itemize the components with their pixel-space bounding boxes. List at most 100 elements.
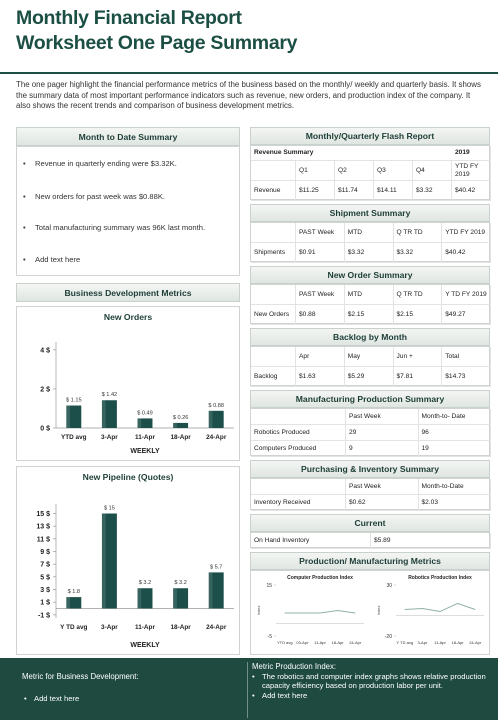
line-chart: Computer Production Index Index -5 15 YTD av… [256, 575, 364, 645]
x-tick-label: 18-Apr [332, 640, 345, 645]
footer-item: The robotics and computer index graphs s… [252, 672, 490, 691]
y-tick-label: -5 [268, 634, 273, 640]
column-header: Q3 [374, 161, 413, 181]
x-tick-label: 11-Apr [135, 434, 155, 441]
x-tick-label: YTD avg [277, 640, 293, 645]
column-header: Month-to-Date [418, 479, 491, 495]
row-label: Robotics Produced [251, 425, 346, 441]
table-cell: $0.88 [296, 305, 345, 325]
table-cell: $1.63 [296, 367, 345, 387]
chart-title: Computer Production Index [287, 575, 353, 581]
bar-chart: New Orders 0 $ 2 $ 4 $ $ 1.15 YTD avg $ 1.42 3-… [16, 306, 240, 461]
bar-highlight [101, 400, 106, 428]
column-header: Apr [296, 347, 345, 367]
column-header: MTD [344, 285, 394, 305]
line [404, 602, 476, 613]
column-header: Y TD FY 2019 [442, 285, 491, 305]
bar [66, 405, 82, 428]
bar [101, 400, 117, 428]
table-year: 2019 [452, 146, 491, 161]
column-header: May [344, 347, 394, 367]
value-label: $ 0.88 [208, 403, 224, 409]
x-tick-label: 11-Apr [314, 640, 326, 645]
table-cell: $40.42 [442, 243, 491, 263]
section-header: Backlog by Month [250, 328, 490, 346]
column-header: Jun + [393, 347, 443, 367]
y-axis-label: Index [256, 606, 261, 616]
column-header: YTD FY 2019 [442, 223, 491, 243]
bar-highlight [208, 410, 213, 428]
table-cell: $7.81 [393, 367, 443, 387]
table-box: Revenue Summary 2019 Q1 Q2 Q3 Q4 YTD FY 2019 Re… [250, 145, 491, 201]
x-tick-label: Y TD avg [397, 640, 414, 645]
x-tick-label: 3-Apr [101, 624, 118, 631]
y-tick-label: 7 $ [40, 562, 50, 569]
table-cell: $11.25 [296, 181, 335, 201]
table-cell: 9 [346, 441, 419, 457]
x-tick-label: 24-Apr [349, 640, 362, 645]
x-tick-label: 18-Apr [170, 434, 191, 441]
x-axis-label: WEEKLY [130, 448, 160, 455]
y-tick-label: -20 [385, 634, 392, 640]
value-label: $ 1.15 [66, 398, 82, 404]
table-box: On Hand Inventory $5.89 [250, 532, 491, 549]
x-tick-label: 18-Apr [452, 640, 465, 645]
bar-chart: New Pipeline (Quotes) -1 $ 1 $ 3 $ 5 $ 7 $ 9 $… [16, 466, 240, 655]
y-tick-label: 5 $ [40, 574, 50, 581]
value-label: $ 1.42 [102, 392, 118, 398]
y-tick-label: 1 $ [40, 600, 50, 607]
table-corner-blank [251, 347, 296, 367]
footer-item: Add text here [24, 694, 234, 704]
bar-highlight [173, 588, 177, 609]
column-header: Total [442, 347, 491, 367]
section-header: Business Development Metrics [16, 283, 240, 302]
line-chart: Robotics Production Index Index -20 30 Y TD … [376, 575, 484, 645]
y-tick-label: 15 [266, 583, 272, 589]
chart-title: Robotics Production Index [408, 575, 472, 581]
table-box: Past Week Month-to- Date Robotics Produced… [250, 408, 491, 457]
bar [208, 410, 224, 428]
bar-highlight [208, 572, 213, 609]
table-cell: $14.11 [374, 181, 413, 201]
table-box: PAST Week MTD Q TR TD YTD FY 2019 Shipments $… [250, 222, 491, 263]
title-line: Worksheet One Page Summary [16, 32, 298, 54]
bar-highlight [137, 588, 142, 609]
table-cell: $49.27 [442, 305, 491, 325]
y-tick-label: -1 $ [38, 612, 50, 619]
chart-frame [16, 306, 240, 461]
bar [137, 588, 153, 609]
value-label: $ 5.7 [210, 564, 222, 570]
bar-highlight [137, 418, 142, 428]
column-header: Q2 [335, 161, 374, 181]
table-cell: $11.74 [335, 181, 374, 201]
column-header: PAST Week [296, 285, 345, 305]
column-header: Q TR TD [393, 285, 443, 305]
section-header: Purchasing & Inventory Summary [250, 460, 490, 478]
value-label: $ 3.2 [174, 580, 186, 586]
bar-highlight [173, 422, 177, 428]
column-header: Q1 [296, 161, 335, 181]
y-tick-label: 2 $ [40, 386, 50, 393]
bar-highlight [101, 513, 106, 609]
row-label: Inventory Received [251, 495, 346, 511]
table-cell: $3.32 [344, 243, 394, 263]
column-header: Q4 [413, 161, 452, 181]
summary-item: Total manufacturing summary was 96K last… [17, 223, 237, 232]
table-corner: Revenue Summary [251, 146, 452, 161]
table-cell: $5.29 [344, 367, 394, 387]
footer-list: The robotics and computer index graphs s… [252, 672, 490, 701]
x-tick-label: 3-Apr [418, 640, 428, 645]
section-header: Monthly/Quarterly Flash Report [250, 127, 490, 145]
table-cell: $0.62 [346, 495, 419, 511]
x-tick-label: 24-Apr [206, 624, 227, 631]
table-cell: $2.03 [418, 495, 491, 511]
y-axis-label: Index [376, 606, 381, 616]
metrics-box: Computer Production Index Index -5 15 YTD av… [250, 570, 490, 655]
x-tick-label: Y TD avg [60, 624, 87, 631]
section-header: Month to Date Summary [16, 127, 240, 146]
section-header: Production/ Manufacturing Metrics [250, 552, 490, 570]
x-tick-label: YTD avg [61, 434, 87, 441]
row-label: Computers Produced [251, 441, 346, 457]
table-corner-blank [251, 161, 296, 181]
